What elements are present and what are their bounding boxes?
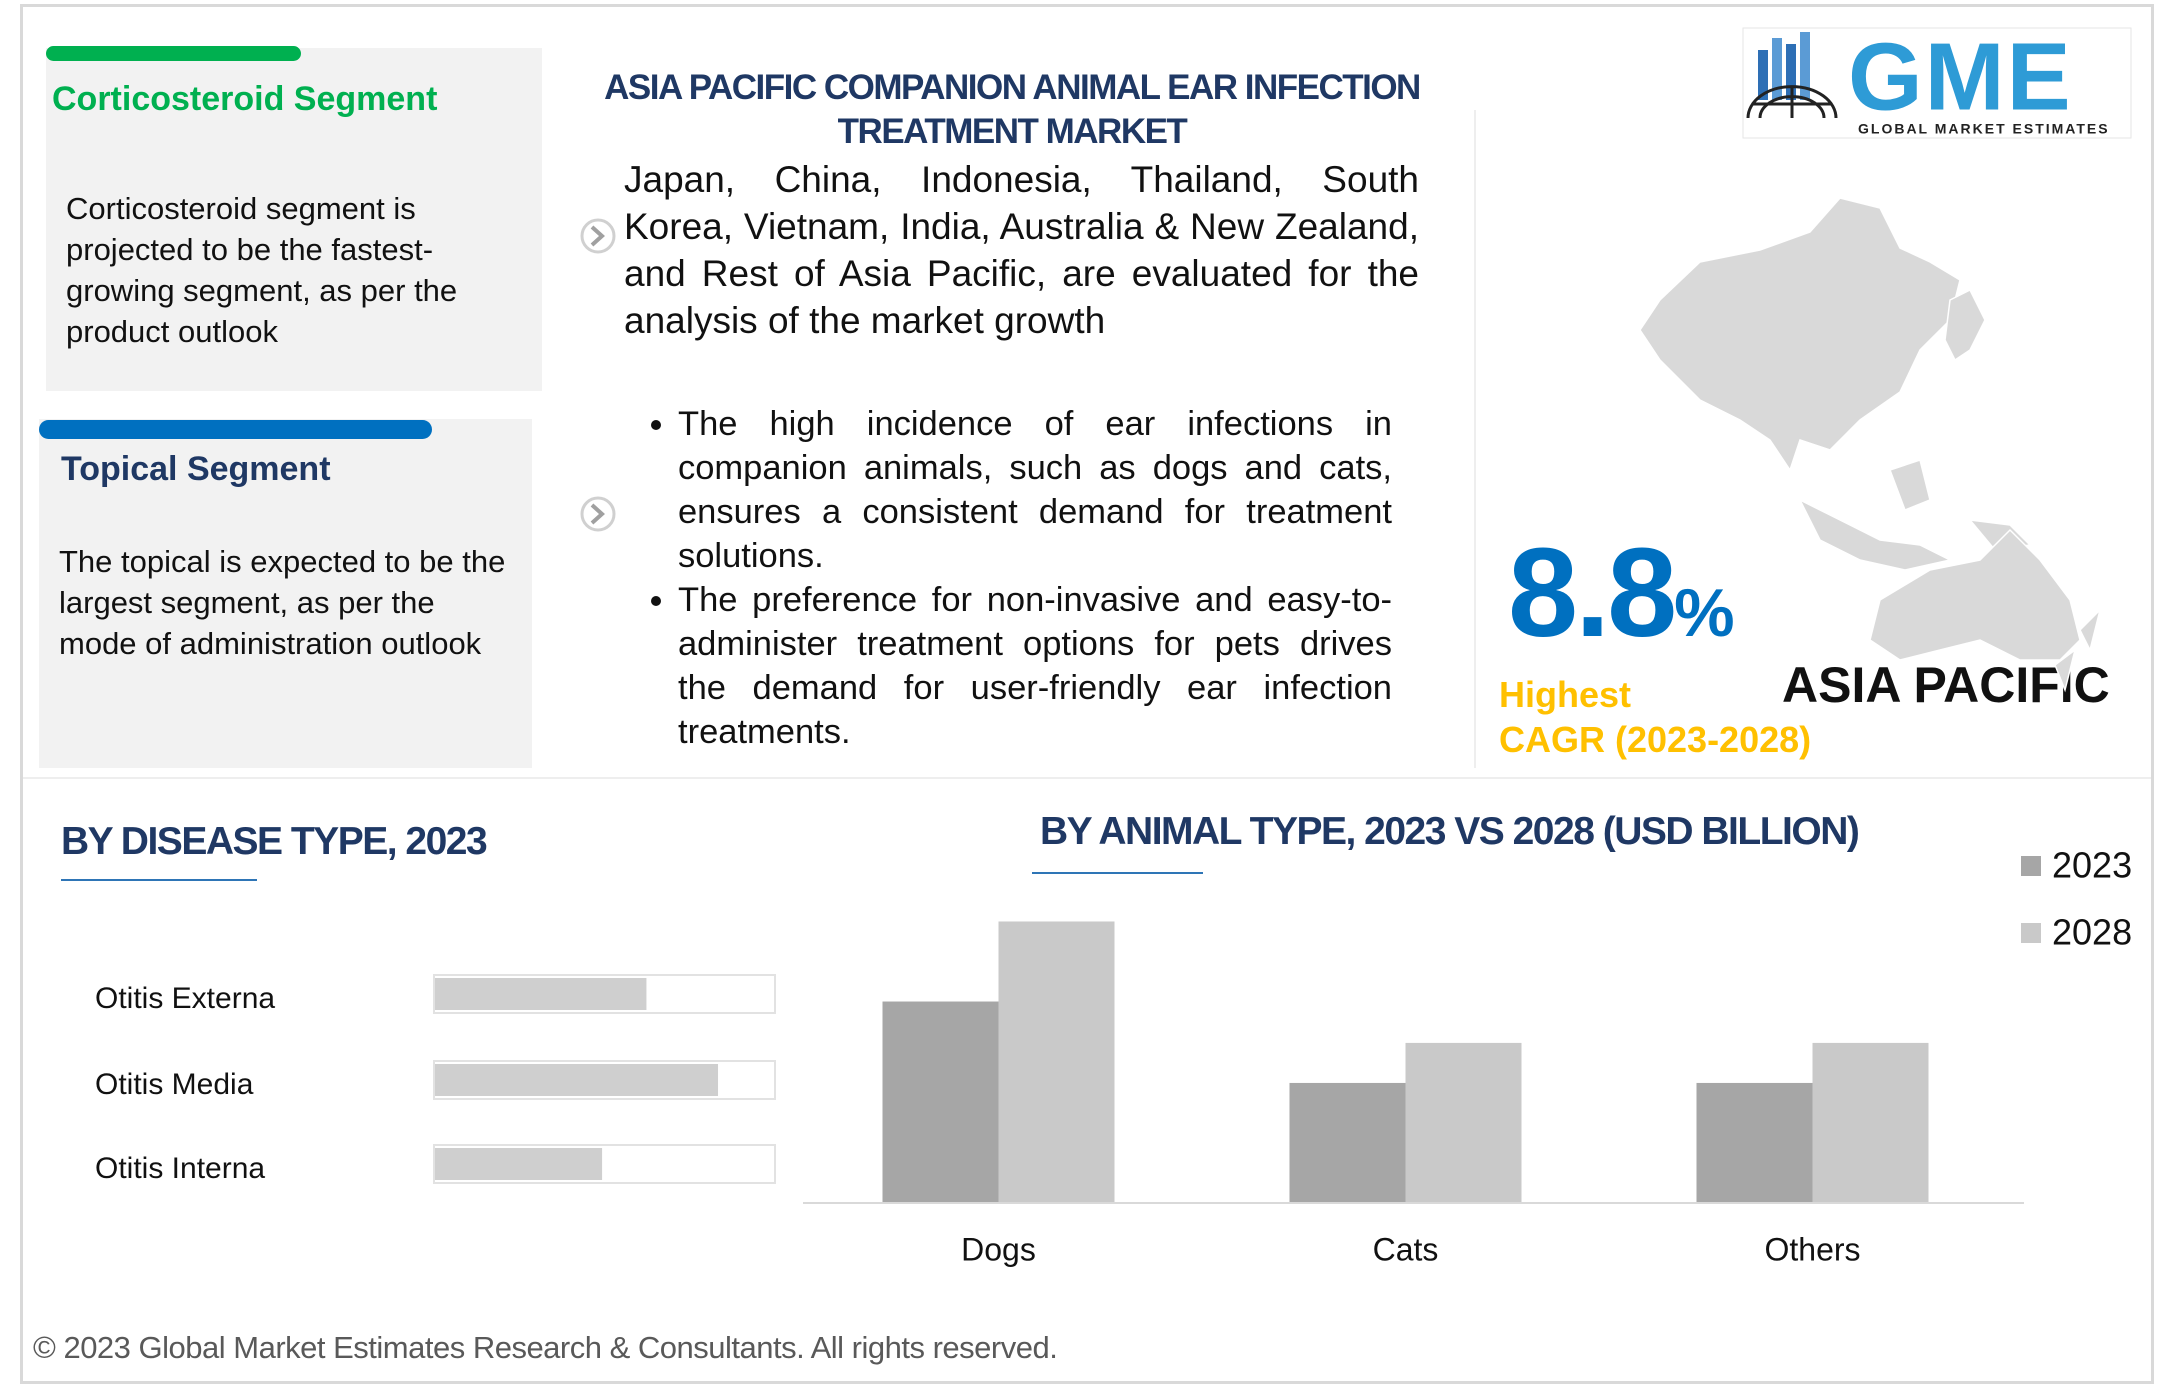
bar bbox=[435, 1148, 603, 1180]
category-label: Otitis Media bbox=[95, 1068, 254, 1101]
legend-label: 2023 bbox=[2052, 845, 2132, 886]
bar bbox=[1696, 1082, 1813, 1203]
bar bbox=[1812, 1042, 1929, 1203]
logo-subtitle: GLOBAL MARKET ESTIMATES bbox=[1858, 121, 2110, 137]
logo: GME GLOBAL MARKET ESTIMATES bbox=[1742, 23, 2132, 139]
segment-card bbox=[39, 419, 532, 768]
chevrons bbox=[580, 218, 616, 532]
cagr-label: Highest bbox=[1499, 674, 1632, 715]
bar bbox=[435, 1064, 719, 1096]
x-tick-label: Cats bbox=[1373, 1231, 1439, 1267]
map-land bbox=[1869, 528, 2081, 661]
footer: © 2023 Global Market Estimates Research … bbox=[33, 1330, 1058, 1365]
map-land bbox=[1889, 459, 1931, 511]
logo-text: GME bbox=[1848, 23, 2073, 130]
category-label: Otitis Externa bbox=[95, 982, 275, 1015]
bar bbox=[1289, 1082, 1406, 1203]
logo-bar bbox=[1758, 50, 1768, 100]
cagr-figure: 8.8% bbox=[1508, 530, 1735, 656]
chevron-icon bbox=[580, 496, 616, 532]
bullet-list: The high incidence of ear infections in … bbox=[624, 402, 1392, 754]
x-tick-label: Dogs bbox=[961, 1231, 1036, 1267]
logo-bar bbox=[1800, 32, 1810, 100]
cagr-value: 8.8 bbox=[1508, 522, 1677, 663]
logo-globe bbox=[1746, 85, 1838, 119]
logo-bar bbox=[1772, 38, 1782, 100]
bullet: The preference for non-invasive and easy… bbox=[678, 578, 1392, 754]
x-tick-label: Others bbox=[1764, 1231, 1860, 1267]
title-underline bbox=[61, 879, 257, 881]
card-accent bbox=[39, 420, 432, 439]
map bbox=[1639, 197, 2102, 693]
chevron-icon bbox=[580, 218, 616, 254]
segment-text: The topical is expected to be the larges… bbox=[59, 544, 506, 661]
segment-title: Corticosteroid Segment bbox=[52, 80, 438, 118]
map-land bbox=[1639, 197, 1961, 472]
chart-title: BY DISEASE TYPE, 2023 bbox=[61, 820, 488, 863]
map-land bbox=[1798, 498, 1953, 571]
cagr-period: CAGR (2023-2028) bbox=[1499, 719, 1812, 760]
chart-title: BY ANIMAL TYPE, 2023 VS 2028 (USD BILLIO… bbox=[1040, 810, 1860, 853]
frame bbox=[20, 4, 2154, 1384]
cagr-unit: % bbox=[1674, 575, 1734, 651]
title-underline bbox=[1032, 872, 1203, 874]
map-land bbox=[1944, 288, 1986, 362]
legend-swatch bbox=[2021, 856, 2041, 876]
chevron-icon bbox=[590, 503, 605, 525]
divider bbox=[1474, 110, 1476, 768]
chevron-icon bbox=[590, 225, 605, 247]
bar bbox=[998, 921, 1115, 1203]
map-land bbox=[2054, 607, 2102, 693]
bar bbox=[1405, 1042, 1522, 1203]
page-title: ASIA PACIFIC COMPANION ANIMAL EAR INFECT… bbox=[604, 68, 1421, 151]
logo-bar bbox=[1786, 44, 1796, 100]
segment-text: Corticosteroid segment is projected to b… bbox=[66, 191, 458, 349]
divider bbox=[23, 777, 2151, 779]
summary: Japan, China, Indonesia, Thailand, South… bbox=[624, 159, 1419, 341]
bar bbox=[435, 978, 647, 1010]
segment-title: Topical Segment bbox=[61, 450, 331, 488]
card-accent bbox=[46, 46, 301, 61]
bullet: The high incidence of ear infections in … bbox=[678, 402, 1392, 578]
category-label: Otitis Interna bbox=[95, 1152, 265, 1185]
segment-card bbox=[46, 48, 542, 391]
legend-swatch bbox=[2021, 923, 2041, 943]
bar bbox=[882, 1001, 999, 1203]
legend-label: 2028 bbox=[2052, 912, 2132, 953]
